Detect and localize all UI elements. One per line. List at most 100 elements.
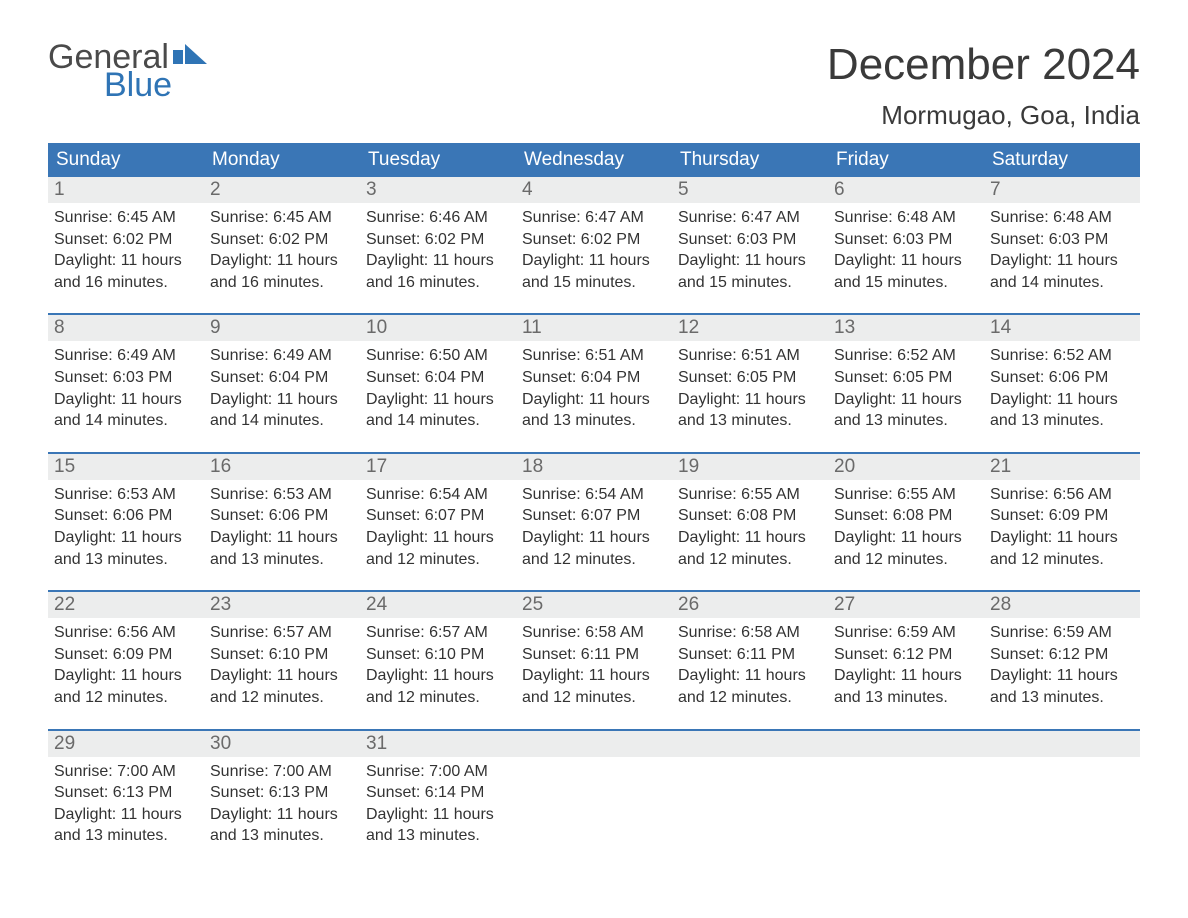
sunrise-line: Sunrise: 6:50 AM [366,345,510,367]
sunset-line: Sunset: 6:12 PM [834,644,978,666]
day-number: 6 [828,177,984,203]
sunrise-line: Sunrise: 6:57 AM [210,622,354,644]
logo: General Blue [48,40,207,102]
day-body: Sunrise: 6:53 AMSunset: 6:06 PMDaylight:… [48,480,204,576]
day-cell: 7Sunrise: 6:48 AMSunset: 6:03 PMDaylight… [984,177,1140,299]
daylight-line: Daylight: 11 hours and 12 minutes. [990,527,1134,570]
sunset-line: Sunset: 6:03 PM [834,229,978,251]
day-number [516,731,672,757]
day-cell [828,731,984,853]
day-cell: 10Sunrise: 6:50 AMSunset: 6:04 PMDayligh… [360,315,516,437]
day-body: Sunrise: 6:47 AMSunset: 6:02 PMDaylight:… [516,203,672,299]
day-number: 30 [204,731,360,757]
day-body: Sunrise: 7:00 AMSunset: 6:14 PMDaylight:… [360,757,516,853]
sunset-line: Sunset: 6:09 PM [54,644,198,666]
daylight-line: Daylight: 11 hours and 13 minutes. [834,665,978,708]
weekday-header: Wednesday [516,143,672,177]
daylight-line: Daylight: 11 hours and 13 minutes. [990,665,1134,708]
weekday-header: Sunday [48,143,204,177]
day-cell: 23Sunrise: 6:57 AMSunset: 6:10 PMDayligh… [204,592,360,714]
weekday-header-row: SundayMondayTuesdayWednesdayThursdayFrid… [48,143,1140,177]
sunset-line: Sunset: 6:06 PM [54,505,198,527]
week-row: 22Sunrise: 6:56 AMSunset: 6:09 PMDayligh… [48,590,1140,714]
day-number: 8 [48,315,204,341]
day-number: 4 [516,177,672,203]
day-cell: 3Sunrise: 6:46 AMSunset: 6:02 PMDaylight… [360,177,516,299]
sunrise-line: Sunrise: 6:58 AM [522,622,666,644]
calendar: SundayMondayTuesdayWednesdayThursdayFrid… [48,143,1140,853]
daylight-line: Daylight: 11 hours and 12 minutes. [522,527,666,570]
day-cell: 12Sunrise: 6:51 AMSunset: 6:05 PMDayligh… [672,315,828,437]
page-title: December 2024 [827,40,1140,90]
day-cell: 8Sunrise: 6:49 AMSunset: 6:03 PMDaylight… [48,315,204,437]
day-cell: 19Sunrise: 6:55 AMSunset: 6:08 PMDayligh… [672,454,828,576]
daylight-line: Daylight: 11 hours and 12 minutes. [522,665,666,708]
daylight-line: Daylight: 11 hours and 13 minutes. [990,389,1134,432]
daylight-line: Daylight: 11 hours and 13 minutes. [834,389,978,432]
day-body: Sunrise: 6:55 AMSunset: 6:08 PMDaylight:… [672,480,828,576]
sunrise-line: Sunrise: 6:53 AM [210,484,354,506]
weekday-header: Saturday [984,143,1140,177]
day-number: 14 [984,315,1140,341]
day-cell: 26Sunrise: 6:58 AMSunset: 6:11 PMDayligh… [672,592,828,714]
sunrise-line: Sunrise: 6:52 AM [990,345,1134,367]
day-body: Sunrise: 6:58 AMSunset: 6:11 PMDaylight:… [516,618,672,714]
sunset-line: Sunset: 6:06 PM [210,505,354,527]
day-number: 27 [828,592,984,618]
sunrise-line: Sunrise: 6:51 AM [678,345,822,367]
day-number: 19 [672,454,828,480]
day-body: Sunrise: 6:54 AMSunset: 6:07 PMDaylight:… [516,480,672,576]
day-cell: 20Sunrise: 6:55 AMSunset: 6:08 PMDayligh… [828,454,984,576]
sunset-line: Sunset: 6:03 PM [54,367,198,389]
day-number [672,731,828,757]
sunrise-line: Sunrise: 6:49 AM [54,345,198,367]
day-body: Sunrise: 6:51 AMSunset: 6:05 PMDaylight:… [672,341,828,437]
week-row: 1Sunrise: 6:45 AMSunset: 6:02 PMDaylight… [48,177,1140,299]
day-number: 5 [672,177,828,203]
sunrise-line: Sunrise: 6:51 AM [522,345,666,367]
day-body: Sunrise: 6:56 AMSunset: 6:09 PMDaylight:… [984,480,1140,576]
day-cell: 25Sunrise: 6:58 AMSunset: 6:11 PMDayligh… [516,592,672,714]
sunset-line: Sunset: 6:02 PM [210,229,354,251]
sunrise-line: Sunrise: 6:49 AM [210,345,354,367]
sunset-line: Sunset: 6:13 PM [54,782,198,804]
sunrise-line: Sunrise: 6:47 AM [522,207,666,229]
weekday-header: Tuesday [360,143,516,177]
sunrise-line: Sunrise: 6:54 AM [366,484,510,506]
day-body: Sunrise: 6:56 AMSunset: 6:09 PMDaylight:… [48,618,204,714]
day-body: Sunrise: 6:57 AMSunset: 6:10 PMDaylight:… [204,618,360,714]
day-body: Sunrise: 6:50 AMSunset: 6:04 PMDaylight:… [360,341,516,437]
sunrise-line: Sunrise: 7:00 AM [366,761,510,783]
day-cell: 21Sunrise: 6:56 AMSunset: 6:09 PMDayligh… [984,454,1140,576]
day-number: 11 [516,315,672,341]
daylight-line: Daylight: 11 hours and 13 minutes. [366,804,510,847]
sunrise-line: Sunrise: 7:00 AM [210,761,354,783]
day-number: 23 [204,592,360,618]
day-body: Sunrise: 6:51 AMSunset: 6:04 PMDaylight:… [516,341,672,437]
flag-icon [173,44,207,68]
day-cell [672,731,828,853]
sunrise-line: Sunrise: 6:57 AM [366,622,510,644]
sunset-line: Sunset: 6:06 PM [990,367,1134,389]
sunrise-line: Sunrise: 7:00 AM [54,761,198,783]
day-number: 22 [48,592,204,618]
sunrise-line: Sunrise: 6:48 AM [990,207,1134,229]
logo-word-blue: Blue [104,68,207,102]
daylight-line: Daylight: 11 hours and 12 minutes. [678,527,822,570]
day-number: 3 [360,177,516,203]
daylight-line: Daylight: 11 hours and 13 minutes. [678,389,822,432]
day-cell: 31Sunrise: 7:00 AMSunset: 6:14 PMDayligh… [360,731,516,853]
day-cell: 11Sunrise: 6:51 AMSunset: 6:04 PMDayligh… [516,315,672,437]
sunset-line: Sunset: 6:10 PM [210,644,354,666]
daylight-line: Daylight: 11 hours and 15 minutes. [678,250,822,293]
day-number: 20 [828,454,984,480]
sunset-line: Sunset: 6:05 PM [834,367,978,389]
weekday-header: Friday [828,143,984,177]
sunrise-line: Sunrise: 6:46 AM [366,207,510,229]
day-cell: 9Sunrise: 6:49 AMSunset: 6:04 PMDaylight… [204,315,360,437]
daylight-line: Daylight: 11 hours and 13 minutes. [210,527,354,570]
day-body: Sunrise: 6:57 AMSunset: 6:10 PMDaylight:… [360,618,516,714]
day-cell: 27Sunrise: 6:59 AMSunset: 6:12 PMDayligh… [828,592,984,714]
sunset-line: Sunset: 6:14 PM [366,782,510,804]
daylight-line: Daylight: 11 hours and 14 minutes. [210,389,354,432]
